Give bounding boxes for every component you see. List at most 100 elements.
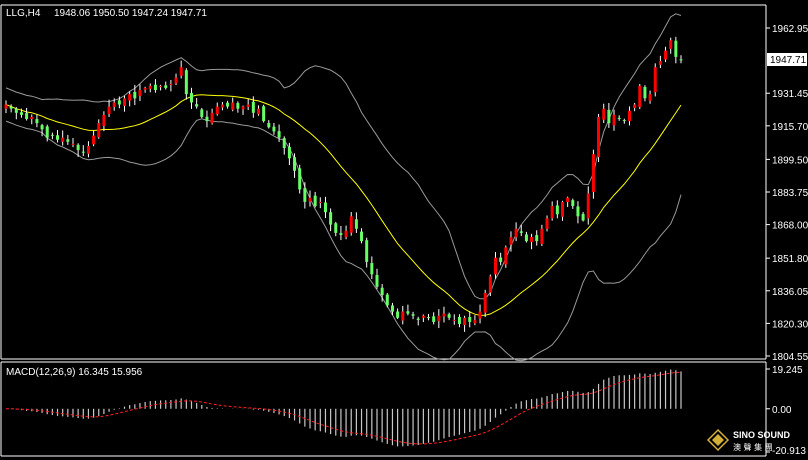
price-tick-label: 1851.80 (772, 254, 808, 265)
candle (653, 63, 657, 97)
candle (375, 268, 379, 289)
candle (236, 101, 240, 113)
upper-band (5, 13, 682, 300)
candle (267, 120, 271, 129)
price-tick-label: 1962.95 (772, 24, 808, 35)
candle (509, 231, 513, 252)
candle (370, 256, 374, 280)
macd-histogram (6, 369, 682, 447)
candle (488, 274, 492, 296)
candle (421, 314, 425, 323)
candle (401, 305, 405, 325)
candle (674, 36, 678, 64)
macd-tick-label: 19.245 (772, 365, 803, 376)
macd-tick-label: -20.913 (772, 446, 806, 457)
candle (50, 132, 54, 140)
price-tick-label: 1820.30 (772, 319, 808, 330)
candle (612, 109, 616, 131)
candle (648, 90, 652, 104)
candle (385, 293, 389, 308)
price-tick-label: 1899.50 (772, 155, 808, 166)
macd-header: MACD(12,26,9) 16.345 15.956 (6, 367, 143, 378)
candle (56, 130, 60, 143)
candle (35, 114, 39, 128)
ohlc-header: 1948.06 1950.50 1947.24 1947.71 (54, 8, 207, 19)
candle (241, 105, 245, 115)
candle (535, 230, 539, 246)
price-tick-label: 1931.45 (772, 89, 808, 100)
candle (71, 138, 75, 148)
candle (339, 225, 343, 241)
candle (468, 311, 472, 328)
candle (519, 224, 523, 237)
candle (272, 122, 276, 135)
candle (45, 124, 49, 142)
candle (117, 96, 121, 109)
candle (4, 100, 8, 114)
candle (189, 87, 193, 109)
candle (586, 186, 590, 225)
candle (251, 96, 255, 118)
candle (123, 95, 127, 112)
candle (66, 134, 70, 145)
symbol-header: LLG,H4 (6, 8, 41, 19)
candlesticks (4, 36, 683, 332)
candle (138, 84, 142, 102)
candle (210, 108, 214, 125)
candle (40, 123, 44, 137)
logo-diamond-icon (706, 428, 730, 452)
candle (14, 107, 18, 120)
candle (679, 55, 683, 64)
candle (555, 200, 559, 219)
candle (184, 68, 188, 100)
candle (220, 102, 224, 111)
candle (81, 145, 85, 157)
candle (159, 84, 163, 91)
candle (195, 97, 199, 109)
candle (30, 114, 34, 125)
candle (669, 37, 673, 54)
sino-sound-logo: SINO SOUND 澳 聲 集 團 (706, 428, 791, 452)
candle (638, 83, 642, 110)
candle (494, 252, 498, 279)
candle (9, 104, 13, 113)
current-price-marker: 1947.71 (767, 53, 807, 66)
candle (432, 312, 436, 325)
candle (97, 119, 101, 139)
candle (318, 197, 322, 209)
candle (483, 289, 487, 318)
candle (329, 208, 333, 232)
candle (581, 211, 585, 222)
candle (61, 130, 65, 146)
candle (256, 105, 260, 116)
candle (92, 130, 96, 147)
price-tick-label: 1868.00 (772, 221, 808, 232)
macd-axis: 19.245 0.00 -20.913 (766, 365, 806, 457)
candle (602, 103, 606, 123)
candle (545, 215, 549, 232)
candle (411, 311, 415, 320)
candle (112, 98, 116, 111)
candle (76, 143, 80, 157)
candle (463, 315, 467, 332)
candle (550, 201, 554, 221)
candle (86, 141, 90, 158)
candle (226, 100, 230, 109)
candle (457, 314, 461, 328)
candle (179, 60, 183, 79)
candle (627, 106, 631, 126)
candle (308, 190, 312, 207)
candle (174, 73, 178, 86)
price-tick-label: 1883.75 (772, 188, 808, 199)
candle (262, 104, 266, 123)
price-tick-label: 1836.05 (772, 287, 808, 298)
candle (576, 201, 580, 224)
candle (107, 99, 111, 118)
candle (133, 84, 137, 106)
candle (143, 86, 147, 93)
candle (313, 191, 317, 208)
candle (380, 284, 384, 302)
candle (416, 316, 420, 326)
candle (344, 225, 348, 240)
candle (323, 196, 327, 219)
